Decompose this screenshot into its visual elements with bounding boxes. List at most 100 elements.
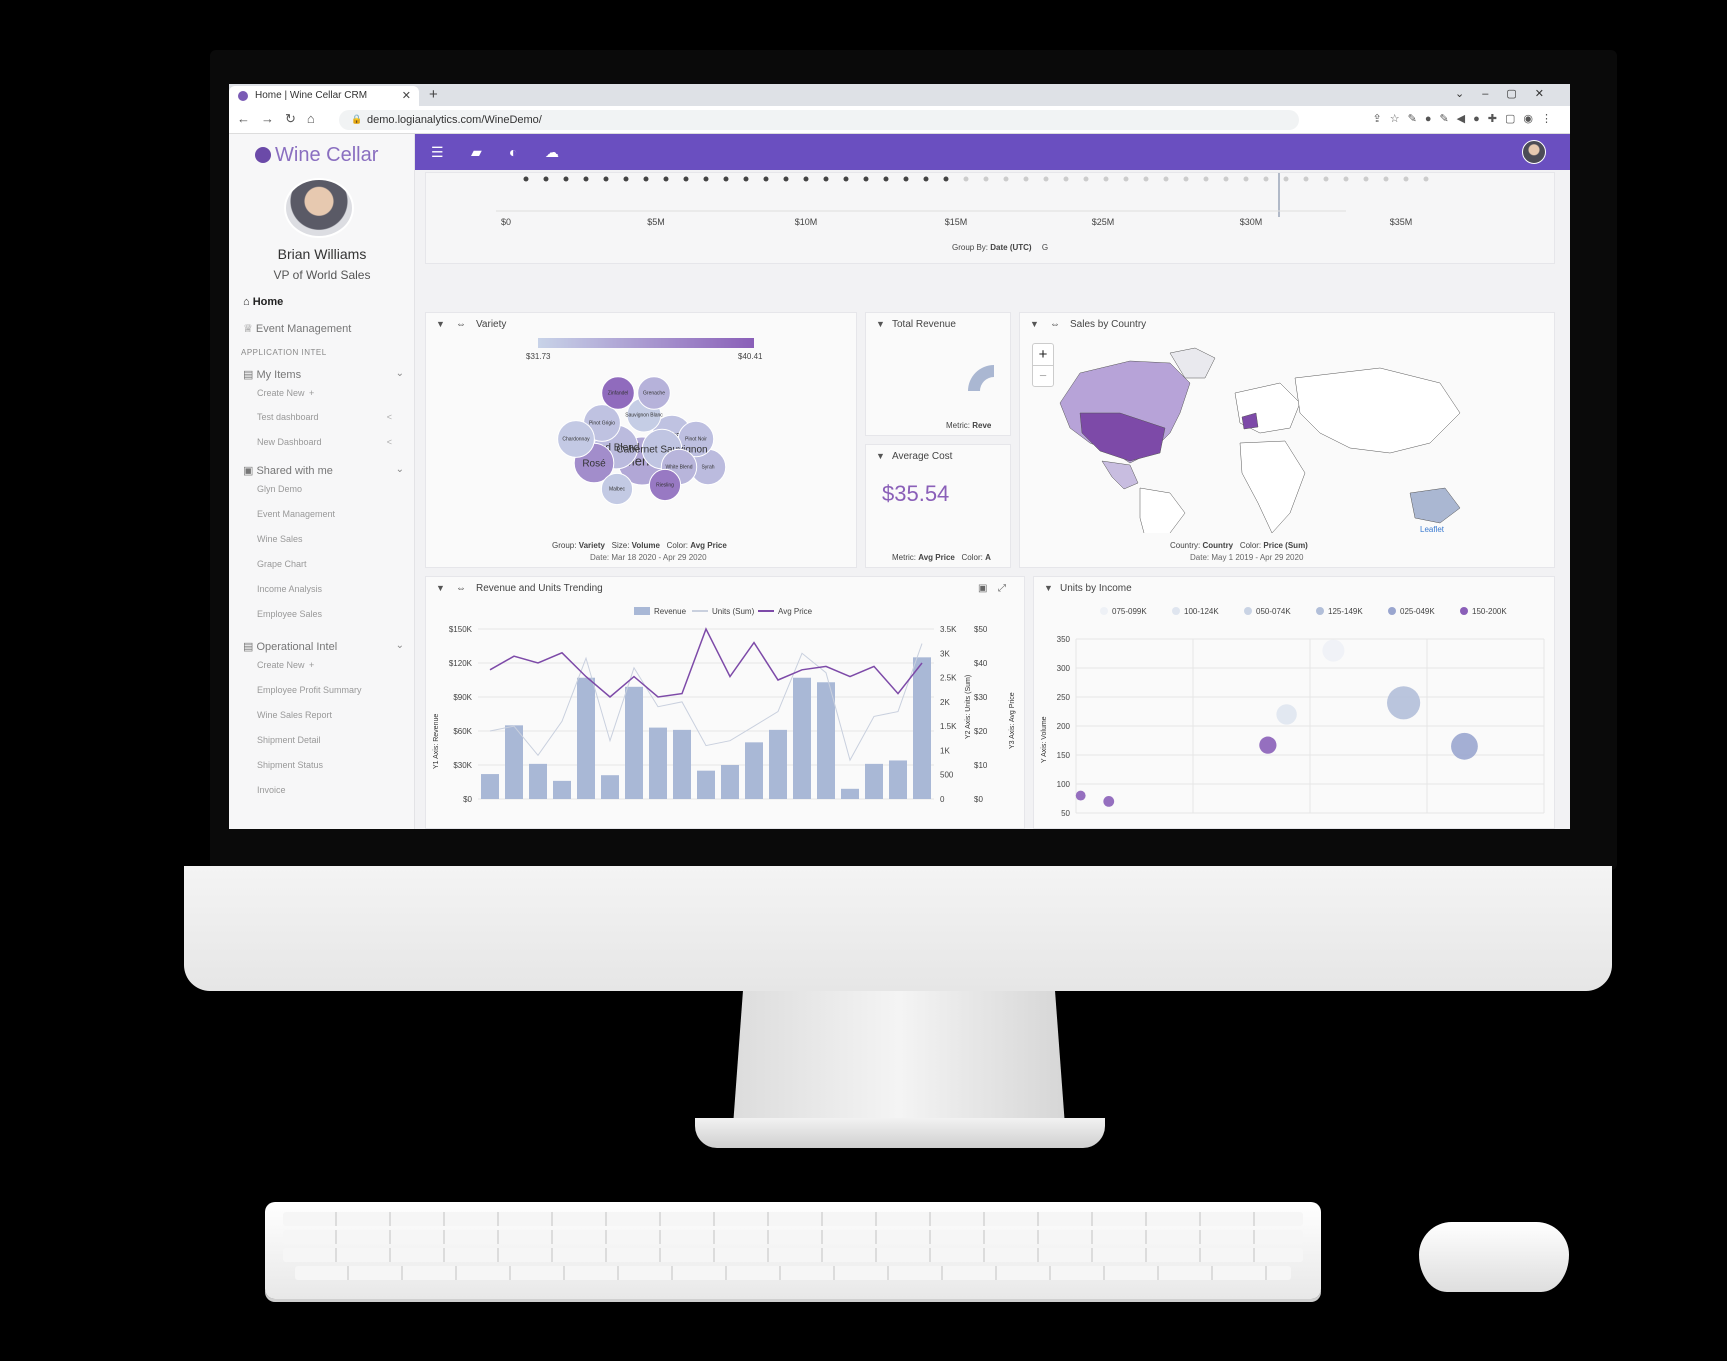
moon-icon[interactable]: ◐	[509, 144, 518, 160]
region-mexico[interactable]	[1101, 460, 1139, 490]
y1-tick-label: $60K	[453, 727, 472, 736]
legend-swatch	[1100, 607, 1108, 615]
mouse	[1419, 1222, 1569, 1292]
header-avatar[interactable]	[1522, 140, 1546, 164]
avatar	[284, 178, 354, 238]
plus-icon[interactable]: +	[309, 660, 315, 670]
key-row	[283, 1248, 1303, 1262]
region-africa[interactable]	[1239, 440, 1306, 533]
y2-tick-label: 2K	[940, 698, 950, 707]
sidebar-subitem[interactable]: Grape Chart	[257, 559, 307, 569]
share-icon[interactable]: <	[386, 437, 392, 447]
world-map[interactable]	[1020, 333, 1556, 533]
timeline-dot	[743, 176, 749, 182]
legend-swatch	[1244, 607, 1252, 615]
zoom-out-button[interactable]: −	[1039, 368, 1047, 383]
revenue-bar	[649, 727, 667, 799]
panel-title: Total Revenue	[892, 319, 956, 330]
close-tab-icon[interactable]: ✕	[401, 90, 411, 102]
link-icon[interactable]: ⇔	[456, 319, 466, 330]
sidebar-item-my-items[interactable]: ▤ My Items	[243, 369, 302, 381]
user-name: Brian Williams	[277, 246, 367, 262]
sidebar-item-home[interactable]: ⌂ Home	[243, 296, 284, 308]
sidebar-subitem[interactable]: Wine Sales	[257, 534, 303, 544]
timeline-dot	[1423, 176, 1429, 182]
y2-tick-label: 1.5K	[940, 722, 957, 731]
legend-label: Units (Sum)	[712, 607, 755, 616]
revenue-bar	[553, 780, 571, 799]
plus-icon[interactable]: +	[309, 388, 315, 398]
bubble-label: Pinot Grigio	[589, 421, 615, 427]
sidebar-item-operational-intel[interactable]: ▤ Operational Intel	[243, 641, 338, 653]
y2-tick-label: 1K	[940, 746, 950, 755]
timeline-dot	[1403, 176, 1409, 182]
sidebar-item-shared[interactable]: ▣ Shared with me	[243, 465, 333, 477]
sidebar-subitem[interactable]: Create New	[257, 388, 305, 398]
timeline-dot	[523, 176, 529, 182]
revenue-bar	[817, 682, 835, 799]
timeline-dot	[623, 176, 629, 182]
sidebar-subitem[interactable]: Employee Sales	[257, 609, 323, 619]
y2-tick-label: 3K	[940, 649, 950, 658]
sidebar-subitem[interactable]: Wine Sales Report	[257, 710, 333, 720]
lock-icon: 🔒	[351, 114, 363, 124]
region-australia[interactable]	[1409, 487, 1461, 524]
extension-icons[interactable]: ⇪☆✎●✎◀●✚▢◉⋮	[1372, 113, 1560, 125]
sidebar-subitem[interactable]: Invoice	[257, 785, 286, 795]
variety-meta: Group: Variety Size: Volume Color: Avg P…	[552, 541, 727, 550]
leaflet-attribution[interactable]: Leaflet	[1420, 525, 1445, 534]
filter-icon[interactable]: ▼	[436, 319, 445, 329]
sidebar-subitem[interactable]: Glyn Demo	[257, 484, 303, 494]
region-greenland[interactable]	[1169, 347, 1216, 379]
bubble	[557, 420, 595, 458]
expand-icon[interactable]: ⤢	[998, 583, 1006, 594]
sidebar-subitem[interactable]: Shipment Status	[257, 760, 324, 770]
sidebar-subitem[interactable]: Shipment Detail	[257, 735, 321, 745]
cloud-icon[interactable]: ☁	[545, 144, 559, 160]
timeline-dot	[983, 176, 989, 182]
window-controls[interactable]: ⌄–▢✕	[1455, 88, 1562, 100]
sidebar-item-event-management[interactable]: ♕ Event Management	[243, 323, 352, 335]
region-france[interactable]	[1241, 412, 1259, 430]
bubble	[601, 376, 635, 410]
sidebar-subitem[interactable]: New Dashboard	[257, 437, 322, 447]
share-icon[interactable]: <	[386, 412, 392, 422]
nav-buttons[interactable]: ←→↻⌂	[237, 111, 326, 126]
filter-icon[interactable]: ▼	[436, 583, 445, 593]
filter-icon[interactable]: ▼	[1044, 583, 1053, 593]
revenue-bar	[529, 763, 547, 799]
filter-icon[interactable]: ▼	[1030, 319, 1039, 329]
chevron-down-icon[interactable]: ⌄	[395, 640, 404, 651]
sidebar-subitem[interactable]: Create New	[257, 660, 305, 670]
sidebar-subitem[interactable]: Employee Profit Summary	[257, 685, 362, 695]
axis-tick-label: $0	[501, 217, 511, 227]
link-icon[interactable]: ⇔	[456, 583, 466, 594]
sidebar-subitem[interactable]: Income Analysis	[257, 584, 323, 594]
region-south-america[interactable]	[1139, 487, 1186, 533]
filter-icon[interactable]: ▼	[876, 451, 885, 461]
filter-icon[interactable]: ▼	[876, 319, 885, 329]
y3-axis-label: Y3 Axis: Avg Price	[1009, 692, 1016, 749]
chevron-down-icon[interactable]: ⌄	[395, 464, 404, 475]
region-asia[interactable]	[1294, 367, 1461, 454]
panel-title: Revenue and Units Trending	[476, 583, 603, 594]
brand-logo[interactable]: Wine Cellar	[255, 144, 378, 167]
zoom-in-button[interactable]: +	[1033, 344, 1053, 366]
chevron-down-icon[interactable]: ⌄	[395, 368, 404, 379]
region-usa[interactable]	[1079, 412, 1166, 462]
new-tab-icon[interactable]: +	[429, 86, 438, 103]
link-icon[interactable]: ⇔	[1050, 319, 1060, 330]
sidebar-subitem[interactable]: Test dashboard	[257, 412, 319, 422]
bubble-scatter-chart: 075-099K 100-124K 050-074K 125-149K 025-049K…	[1041, 607, 1545, 818]
y2-tick-label: 2.5K	[940, 674, 957, 683]
chat-icon[interactable]: ▰	[471, 144, 482, 160]
save-icon[interactable]: ▣	[978, 583, 988, 594]
bubble-label: Cabernet Sauvignon	[616, 444, 707, 455]
browser-tab[interactable]: Home | Wine Cellar CRM ✕	[229, 86, 419, 106]
revenue-bar	[865, 763, 883, 799]
sidebar-subitem[interactable]: Event Management	[257, 509, 336, 519]
panel-title: Units by Income	[1060, 583, 1132, 594]
hamburger-menu-icon[interactable]: ☰	[431, 144, 444, 160]
url-field[interactable]: 🔒 demo.logianalytics.com/WineDemo/	[339, 110, 1299, 130]
